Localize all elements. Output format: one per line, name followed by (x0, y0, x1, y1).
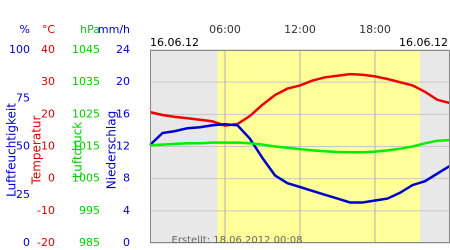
y-tick-label: 995 (79, 204, 100, 217)
y-tick-label: 40 (41, 43, 55, 56)
y-tick-label: 24 (116, 43, 130, 56)
y-tick-label: -10 (37, 204, 55, 217)
date-left: 16.06.12 (150, 36, 199, 49)
y-tick-label: 0 (23, 236, 30, 249)
y-tick-label: 12 (116, 140, 130, 153)
y-tick-label: 1015 (72, 140, 100, 153)
y-tick-label: 985 (79, 236, 100, 249)
series-line (149, 72, 450, 127)
y-tick-label: 1025 (72, 107, 100, 120)
y-tick-label: 20 (41, 107, 55, 120)
axis-title: Niederschlag (105, 111, 119, 189)
axis-unit: °C (42, 23, 56, 36)
x-tick-label: 06:00 (209, 23, 241, 36)
date-right: 16.06.12 (399, 36, 448, 49)
axis-unit: % (20, 23, 30, 36)
series-line (149, 123, 450, 204)
x-tick-label: 18:00 (359, 23, 391, 36)
y-tick-label: -20 (37, 236, 55, 249)
axis-unit: hPa (80, 23, 100, 36)
y-tick-label: 8 (123, 172, 130, 185)
y-tick-label: 16 (116, 107, 130, 120)
axis-title: Luftdruck (71, 122, 85, 179)
y-tick-label: 1005 (72, 172, 100, 185)
created-label: Erstellt: 18.06.2012 00:08 (172, 235, 303, 246)
x-tick-label: 12:00 (284, 23, 316, 36)
y-tick-label: 20 (116, 75, 130, 88)
axis-title: Temperatur (30, 115, 44, 185)
y-tick-label: 0 (123, 236, 130, 249)
y-tick-label: 25 (16, 188, 30, 201)
y-tick-label: 1045 (72, 43, 100, 56)
axis-unit: mm/h (98, 23, 130, 36)
y-tick-label: 10 (41, 140, 55, 153)
y-tick-label: 75 (16, 91, 30, 104)
y-tick-label: 100 (9, 43, 30, 56)
axis-title: Luftfeuchtigkeit (5, 103, 19, 197)
y-tick-label: 0 (48, 172, 55, 185)
y-tick-label: 4 (123, 204, 130, 217)
y-tick-label: 30 (41, 75, 55, 88)
y-tick-label: 1035 (72, 75, 100, 88)
y-tick-label: 50 (16, 140, 30, 153)
series-line (149, 138, 450, 154)
